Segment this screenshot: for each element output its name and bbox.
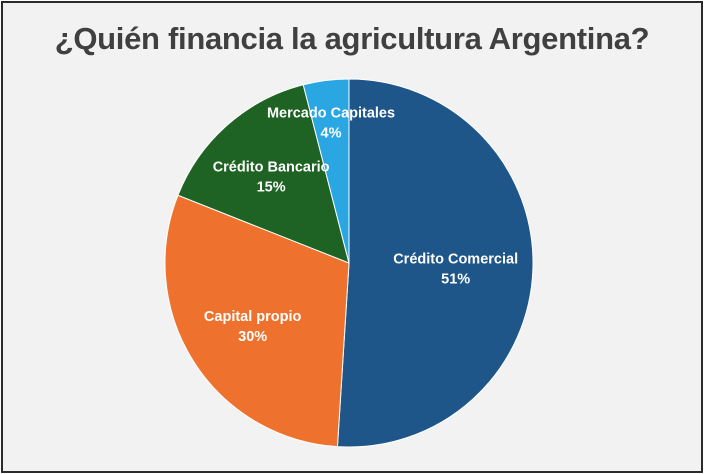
- pie-labels: Crédito Comercial 51% Capital propio 30% Cré…: [204, 106, 518, 346]
- pie-slice-credito-comercial: [336, 78, 534, 448]
- pie-slices: [164, 78, 534, 448]
- pie-slice-mercado-capitales: [302, 78, 350, 264]
- pie-slice-credito-bancario: [177, 84, 350, 264]
- slice-name-mercado-capitales: Mercado Capitales: [267, 106, 395, 122]
- slice-name-credito-bancario: Crédito Bancario: [213, 160, 330, 176]
- slice-value-mercado-capitales: 4%: [321, 126, 342, 142]
- chart-title: ¿Quién financia la agricultura Argentina…: [54, 21, 650, 56]
- slice-value-capital-propio: 30%: [238, 329, 267, 345]
- pie-slice-capital-propio: [164, 194, 350, 448]
- slice-value-credito-comercial: 51%: [441, 271, 470, 287]
- pie-chart: Crédito Comercial 51% Capital propio 30% Cré…: [164, 78, 534, 448]
- slice-name-capital-propio: Capital propio: [204, 309, 302, 325]
- slice-name-credito-comercial: Crédito Comercial: [393, 251, 518, 267]
- slice-value-credito-bancario: 15%: [257, 180, 286, 196]
